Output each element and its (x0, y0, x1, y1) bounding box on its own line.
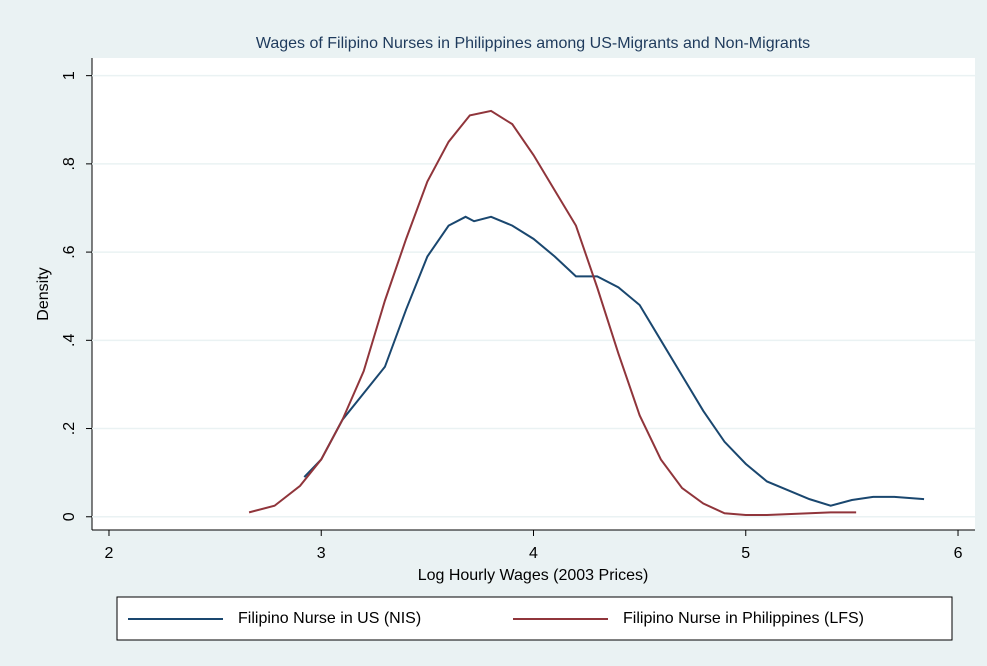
plot-region (92, 58, 975, 530)
y-tick-label: .8 (61, 157, 78, 170)
y-tick-label: .2 (61, 422, 78, 435)
x-tick-label: 6 (954, 545, 963, 562)
x-tick-label: 5 (741, 545, 750, 562)
legend-label: Filipino Nurse in Philippines (LFS) (623, 610, 864, 627)
y-tick-label: .4 (61, 334, 78, 347)
chart-title: Wages of Filipino Nurses in Philippines … (256, 35, 810, 52)
series-line (303, 215, 925, 507)
x-axis-label: Log Hourly Wages (2003 Prices) (418, 567, 649, 584)
legend-label: Filipino Nurse in US (NIS) (238, 610, 421, 627)
x-tick-label: 4 (529, 545, 538, 562)
y-tick-label: 0 (61, 512, 78, 521)
y-axis-label: Density (35, 267, 52, 320)
y-tick-label: .6 (61, 245, 78, 258)
series-line (248, 109, 857, 517)
x-tick-label: 3 (317, 545, 326, 562)
x-tick-label: 2 (105, 545, 114, 562)
y-tick-label: 1 (61, 71, 78, 80)
